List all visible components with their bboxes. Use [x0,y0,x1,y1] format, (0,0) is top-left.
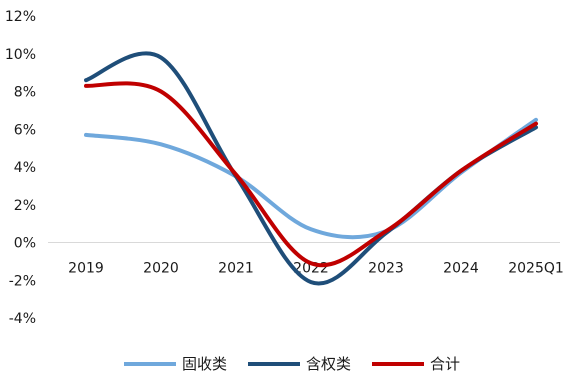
x-tick-label: 2025Q1 [508,261,564,277]
y-tick-label: 4% [14,160,36,176]
series-line [84,81,538,268]
series-3 [84,81,538,268]
y-tick-label: 0% [14,236,36,252]
y-tick-label: 8% [14,85,36,101]
legend-label: 含权类 [306,355,351,373]
x-tick-label: 2020 [143,261,179,277]
y-axis: 12% 10% 8% 6% 4% 2% 0% -2% -4% [5,9,36,327]
y-tick-label: -2% [9,273,36,289]
y-tick-label: -4% [9,311,36,327]
series-line [84,117,538,240]
legend-label: 固收类 [182,355,227,373]
x-tick-label: 2024 [443,261,479,277]
x-tick-label: 2019 [68,261,104,277]
series-1 [84,117,538,240]
y-tick-label: 10% [5,47,36,63]
x-tick-label: 2021 [218,261,254,277]
x-axis: 2019 2020 2021 2022 2023 2024 2025Q1 [68,261,564,277]
y-tick-label: 2% [14,198,36,214]
y-tick-label: 6% [14,122,36,138]
x-tick-label: 2023 [368,261,404,277]
legend-label: 合计 [430,355,460,373]
y-tick-label: 12% [5,9,36,25]
legend: 固收类 含权类 合计 [124,355,460,373]
series-layer [84,51,538,286]
